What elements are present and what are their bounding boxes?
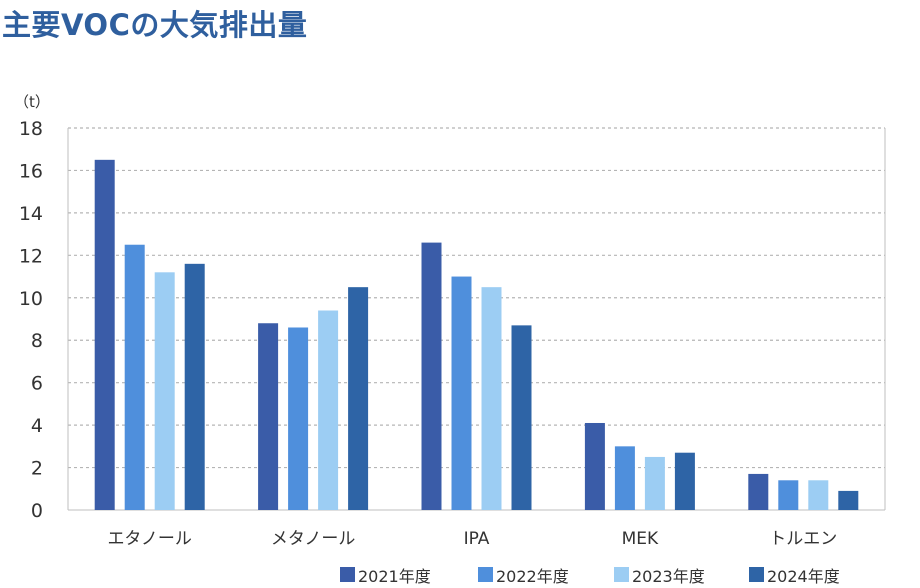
y-tick-label: 14 xyxy=(19,203,43,225)
bar xyxy=(778,480,799,510)
y-tick-label: 2 xyxy=(31,458,43,480)
y-tick-label: 12 xyxy=(19,245,43,267)
category-label: トルエン xyxy=(769,529,837,549)
legend-label: 2022年度 xyxy=(496,567,569,586)
category-label: メタノール xyxy=(271,529,356,549)
bar xyxy=(124,244,145,510)
chart-title: 主要VOCの大気排出量 xyxy=(2,8,308,42)
legend-swatch xyxy=(614,567,629,582)
y-tick-label: 4 xyxy=(31,415,43,437)
category-label: MEK xyxy=(622,529,659,549)
y-tick-labels: 0 2 4 6 8 10 12 14 16 18 xyxy=(19,118,43,522)
bar xyxy=(748,473,769,510)
bar xyxy=(481,287,502,510)
legend-swatch xyxy=(340,567,355,582)
category-label: エタノール xyxy=(107,529,192,549)
bar xyxy=(511,325,532,510)
y-tick-label: 18 xyxy=(19,118,43,140)
bar xyxy=(288,327,309,510)
bar xyxy=(348,287,369,510)
bar xyxy=(614,446,635,510)
y-tick-label: 10 xyxy=(19,288,43,310)
bar xyxy=(644,456,665,510)
y-tick-label: 16 xyxy=(19,160,43,182)
legend-label: 2021年度 xyxy=(358,567,431,586)
y-tick-label: 8 xyxy=(31,330,43,352)
bars xyxy=(94,159,859,511)
y-unit-label: （t） xyxy=(14,93,50,111)
bar xyxy=(318,310,339,510)
y-tick-label: 6 xyxy=(31,373,43,395)
bar xyxy=(838,490,859,510)
bar xyxy=(421,242,442,510)
bar xyxy=(184,263,205,510)
category-label: IPA xyxy=(464,529,490,549)
bar xyxy=(258,323,279,510)
legend-swatch xyxy=(478,567,493,582)
legend-swatch xyxy=(749,567,764,582)
y-tick-label: 0 xyxy=(31,500,43,522)
legend-label: 2023年度 xyxy=(632,567,705,586)
bar xyxy=(808,480,829,510)
legend: 2021年度 2022年度 2023年度 2024年度 xyxy=(340,567,840,586)
bar xyxy=(154,272,175,510)
legend-label: 2024年度 xyxy=(767,567,840,586)
bar xyxy=(674,452,695,510)
bar xyxy=(451,276,472,510)
bar xyxy=(94,159,115,511)
bar xyxy=(584,422,605,510)
grid-lines xyxy=(68,127,885,469)
category-labels: エタノール メタノール IPA MEK トルエン xyxy=(107,529,837,549)
